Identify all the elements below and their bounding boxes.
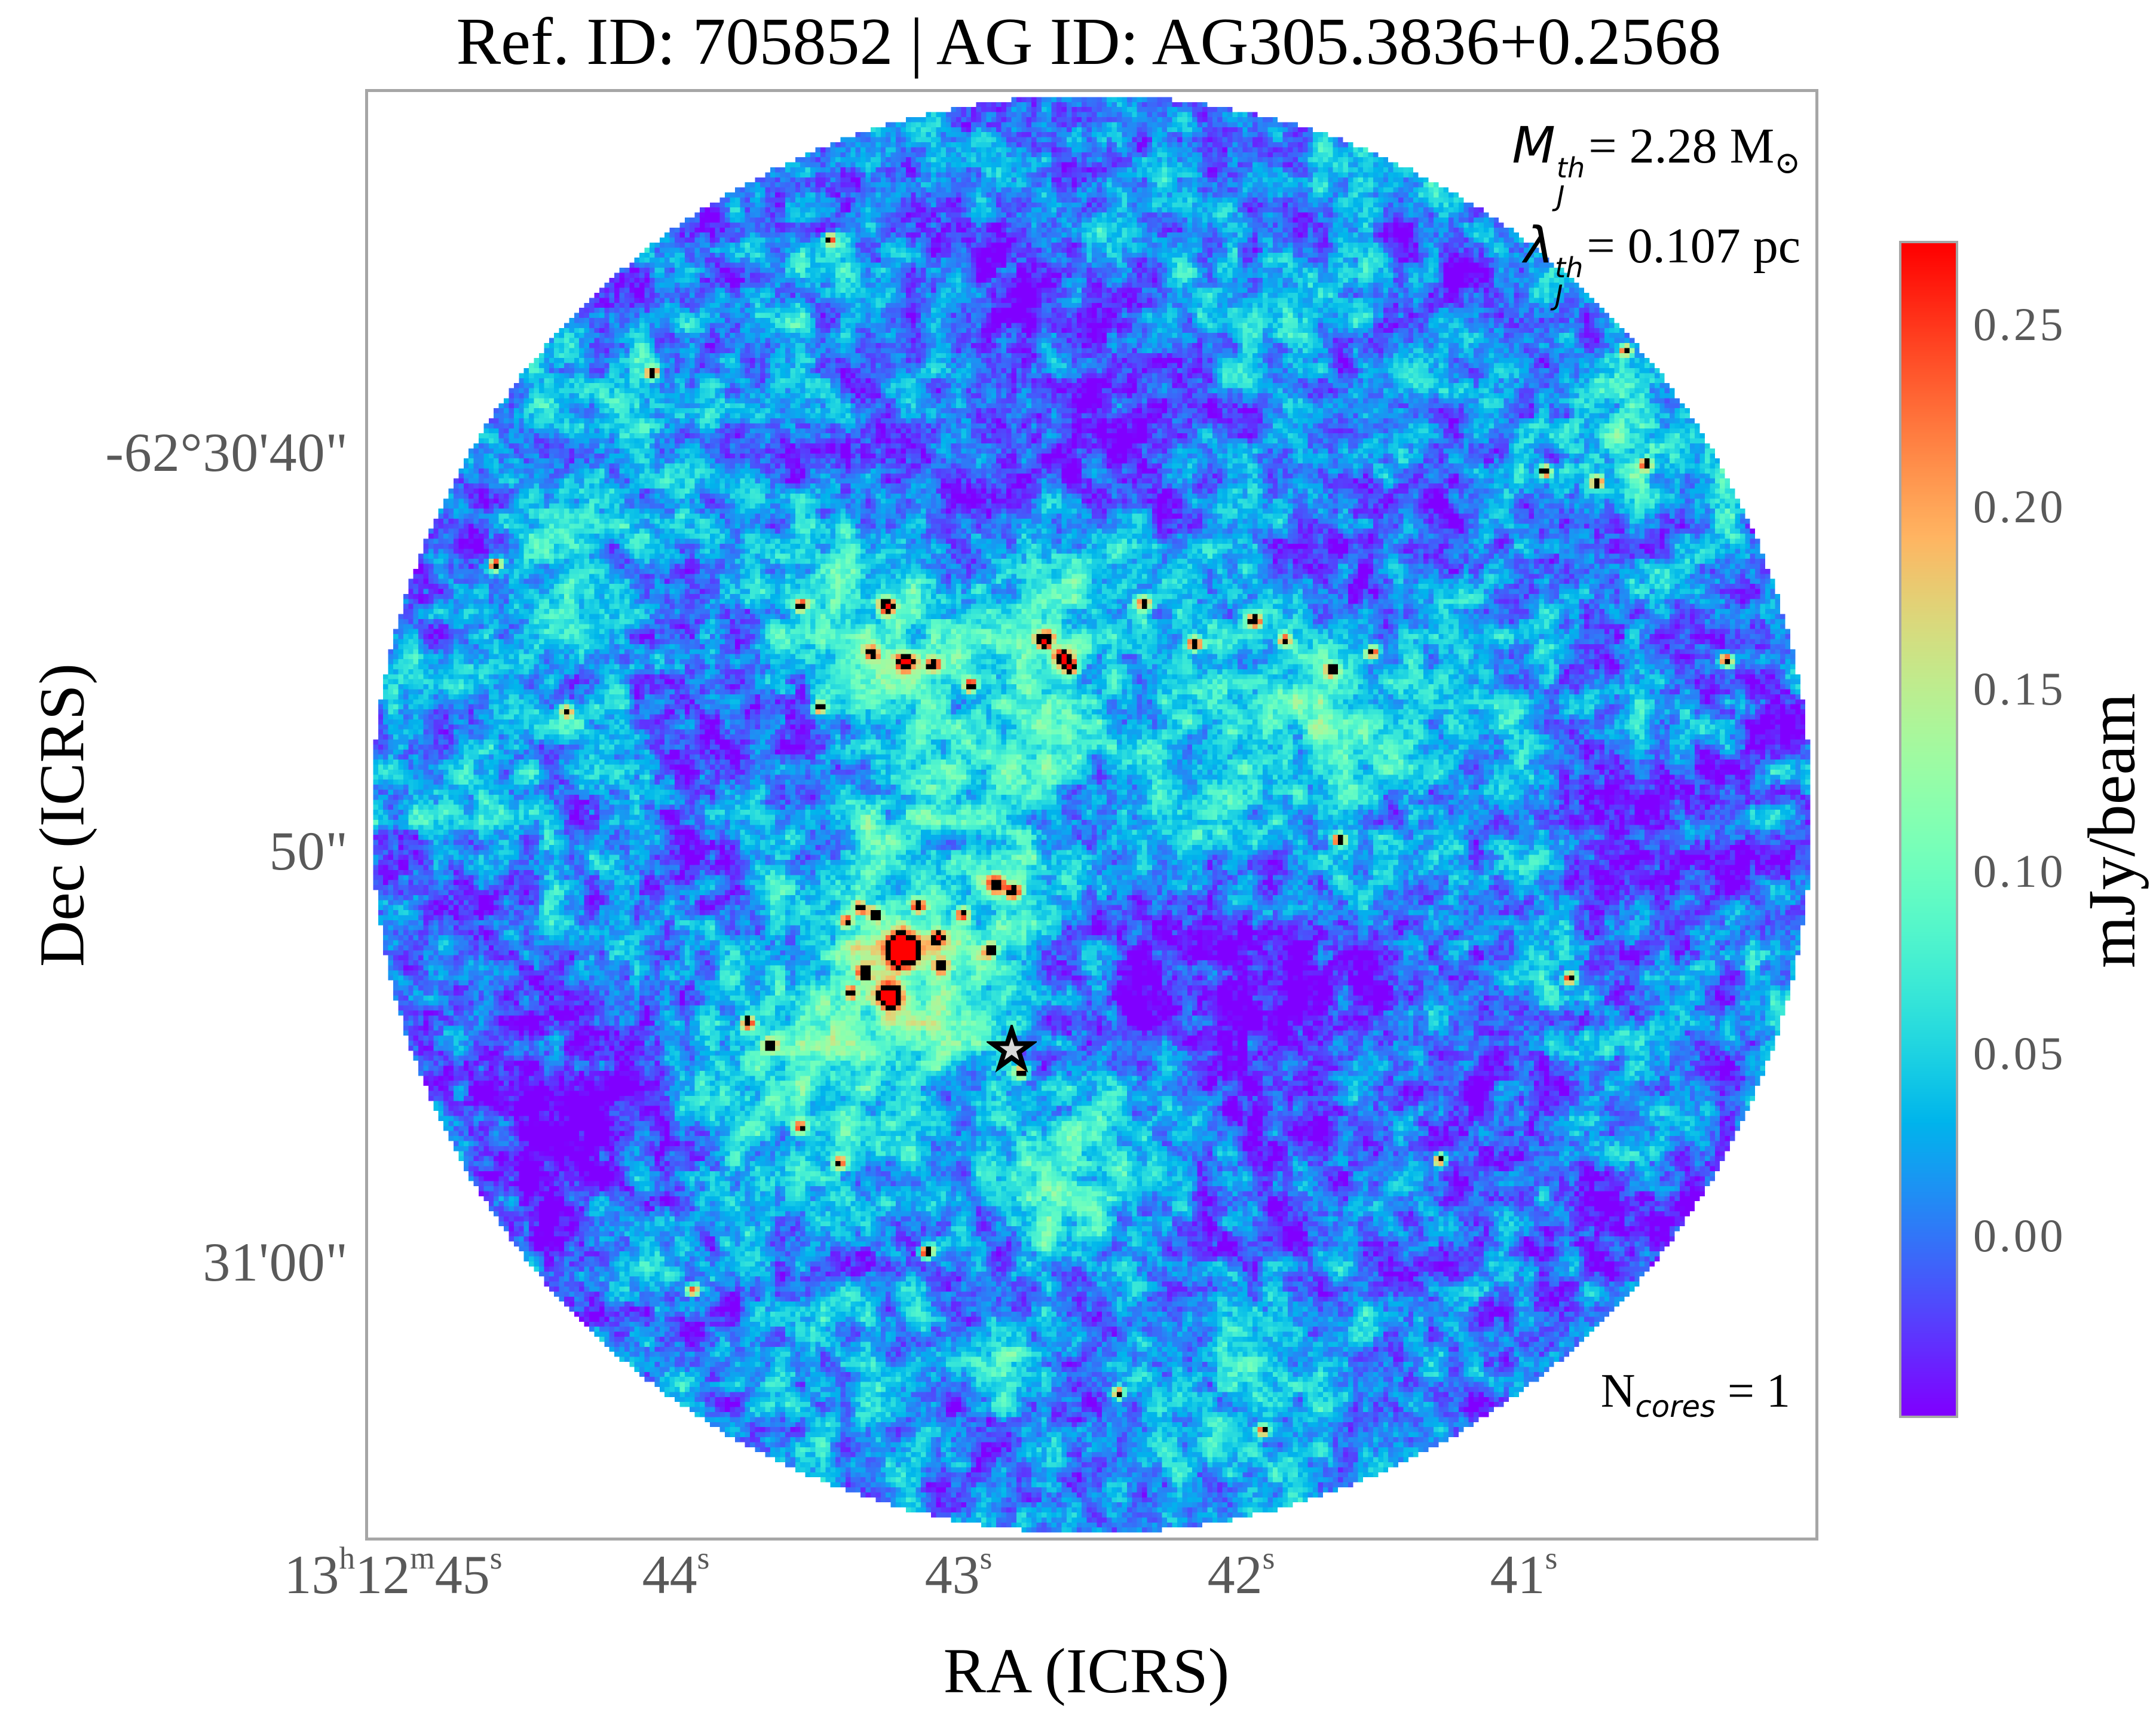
star-marker — [987, 1025, 1037, 1073]
y-axis-label: Dec (ICRS) — [27, 663, 98, 967]
colorbar-tick-label: 0.25 — [1973, 298, 2066, 351]
jeans-length-annotation: λ th J = 0.107 pc — [1524, 215, 1800, 312]
x-tick-label: 41s — [1490, 1539, 1558, 1605]
plot-title: Ref. ID: 705852 | AG ID: AG305.3836+0.25… — [456, 5, 1722, 79]
y-tick-label: -62°30'40" — [105, 422, 348, 483]
y-tick-label: 50" — [269, 820, 348, 881]
colorbar-tick-label: 0.15 — [1973, 663, 2066, 715]
x-tick-label: 43s — [924, 1539, 993, 1605]
x-axis-label: RA (ICRS) — [943, 1636, 1230, 1707]
x-tick-label: 13h12m45s — [284, 1539, 503, 1605]
x-tick-label: 42s — [1207, 1539, 1275, 1605]
colorbar-tick-label: 0.00 — [1973, 1209, 2066, 1262]
colorbar-tick-label: 0.20 — [1973, 480, 2066, 533]
x-tick-label: 44s — [642, 1539, 710, 1605]
star-icon — [987, 1025, 1037, 1073]
intensity-heatmap — [368, 92, 1815, 1538]
colorbar-tick-label: 0.05 — [1973, 1027, 2066, 1080]
n-cores-annotation: Ncores = 1 — [1600, 1365, 1790, 1424]
colorbar-gradient — [1901, 243, 1956, 1416]
colorbar-label: mJy/beam — [2075, 693, 2149, 969]
colorbar-tick-label: 0.10 — [1973, 845, 2066, 898]
colorbar — [1899, 241, 1958, 1418]
y-tick-label: 31'00" — [203, 1232, 348, 1293]
